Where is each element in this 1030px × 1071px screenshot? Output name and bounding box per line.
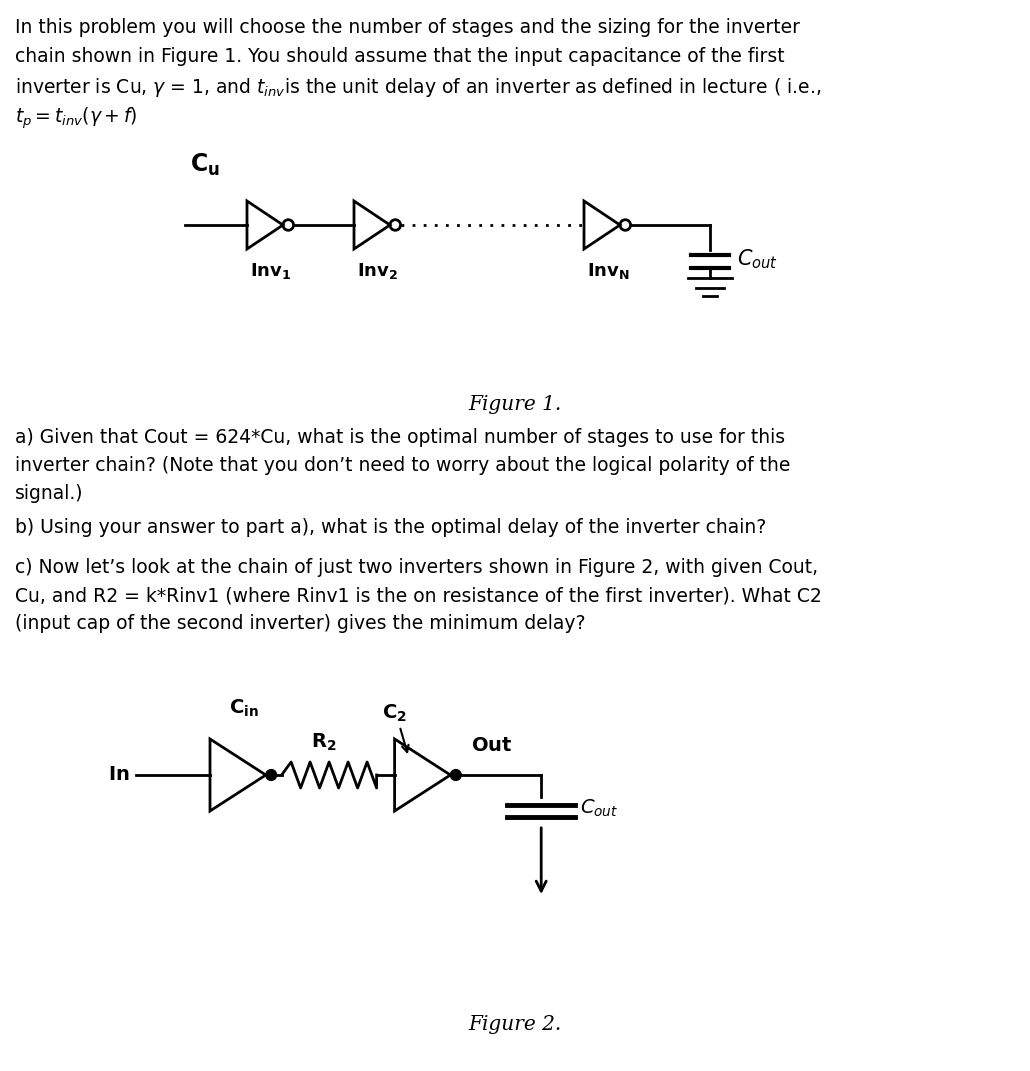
Text: $t_p = t_{inv}(\gamma + f)$: $t_p = t_{inv}(\gamma + f)$: [15, 105, 138, 131]
Text: b) Using your answer to part a), what is the optimal delay of the inverter chain: b) Using your answer to part a), what is…: [15, 518, 766, 537]
Text: $C_{out}$: $C_{out}$: [737, 247, 778, 271]
Text: $\mathbf{C_2}$: $\mathbf{C_2}$: [382, 703, 407, 724]
Text: signal.): signal.): [15, 484, 83, 503]
Text: $\mathbf{Inv_N}$: $\mathbf{Inv_N}$: [587, 261, 629, 281]
Text: $C_{out}$: $C_{out}$: [580, 797, 619, 818]
Text: $\mathbf{Out}$: $\mathbf{Out}$: [471, 736, 513, 755]
Text: chain shown in Figure 1. You should assume that the input capacitance of the fir: chain shown in Figure 1. You should assu…: [15, 47, 785, 66]
Circle shape: [266, 770, 277, 781]
Text: Figure 2.: Figure 2.: [469, 1015, 561, 1034]
Text: $\mathbf{C_{in}}$: $\mathbf{C_{in}}$: [229, 697, 259, 719]
Text: (input cap of the second inverter) gives the minimum delay?: (input cap of the second inverter) gives…: [15, 614, 585, 633]
Text: Figure 1.: Figure 1.: [469, 395, 561, 414]
Text: $\mathbf{Inv_1}$: $\mathbf{Inv_1}$: [250, 261, 291, 281]
Text: In this problem you will choose the number of stages and the sizing for the inve: In this problem you will choose the numb…: [15, 18, 800, 37]
Text: Cu, and R2 = k*Rinv1 (where Rinv1 is the on resistance of the first inverter). W: Cu, and R2 = k*Rinv1 (where Rinv1 is the…: [15, 586, 822, 605]
Text: c) Now let’s look at the chain of just two inverters shown in Figure 2, with giv: c) Now let’s look at the chain of just t…: [15, 558, 818, 577]
Text: $\mathbf{In}$: $\mathbf{In}$: [108, 766, 130, 784]
Text: $\mathbf{R_2}$: $\mathbf{R_2}$: [311, 731, 337, 753]
Text: inverter chain? (Note that you don’t need to worry about the logical polarity of: inverter chain? (Note that you don’t nee…: [15, 456, 790, 476]
Text: a) Given that Cout = 624*Cu, what is the optimal number of stages to use for thi: a) Given that Cout = 624*Cu, what is the…: [15, 428, 785, 447]
Text: $\mathbf{Inv_2}$: $\mathbf{Inv_2}$: [357, 261, 399, 281]
Text: inverter is Cu, $\gamma$ = 1, and $t_{inv}$is the unit delay of an inverter as d: inverter is Cu, $\gamma$ = 1, and $t_{in…: [15, 76, 821, 99]
Circle shape: [450, 770, 461, 781]
Text: $\mathbf{C_u}$: $\mathbf{C_u}$: [190, 152, 220, 178]
